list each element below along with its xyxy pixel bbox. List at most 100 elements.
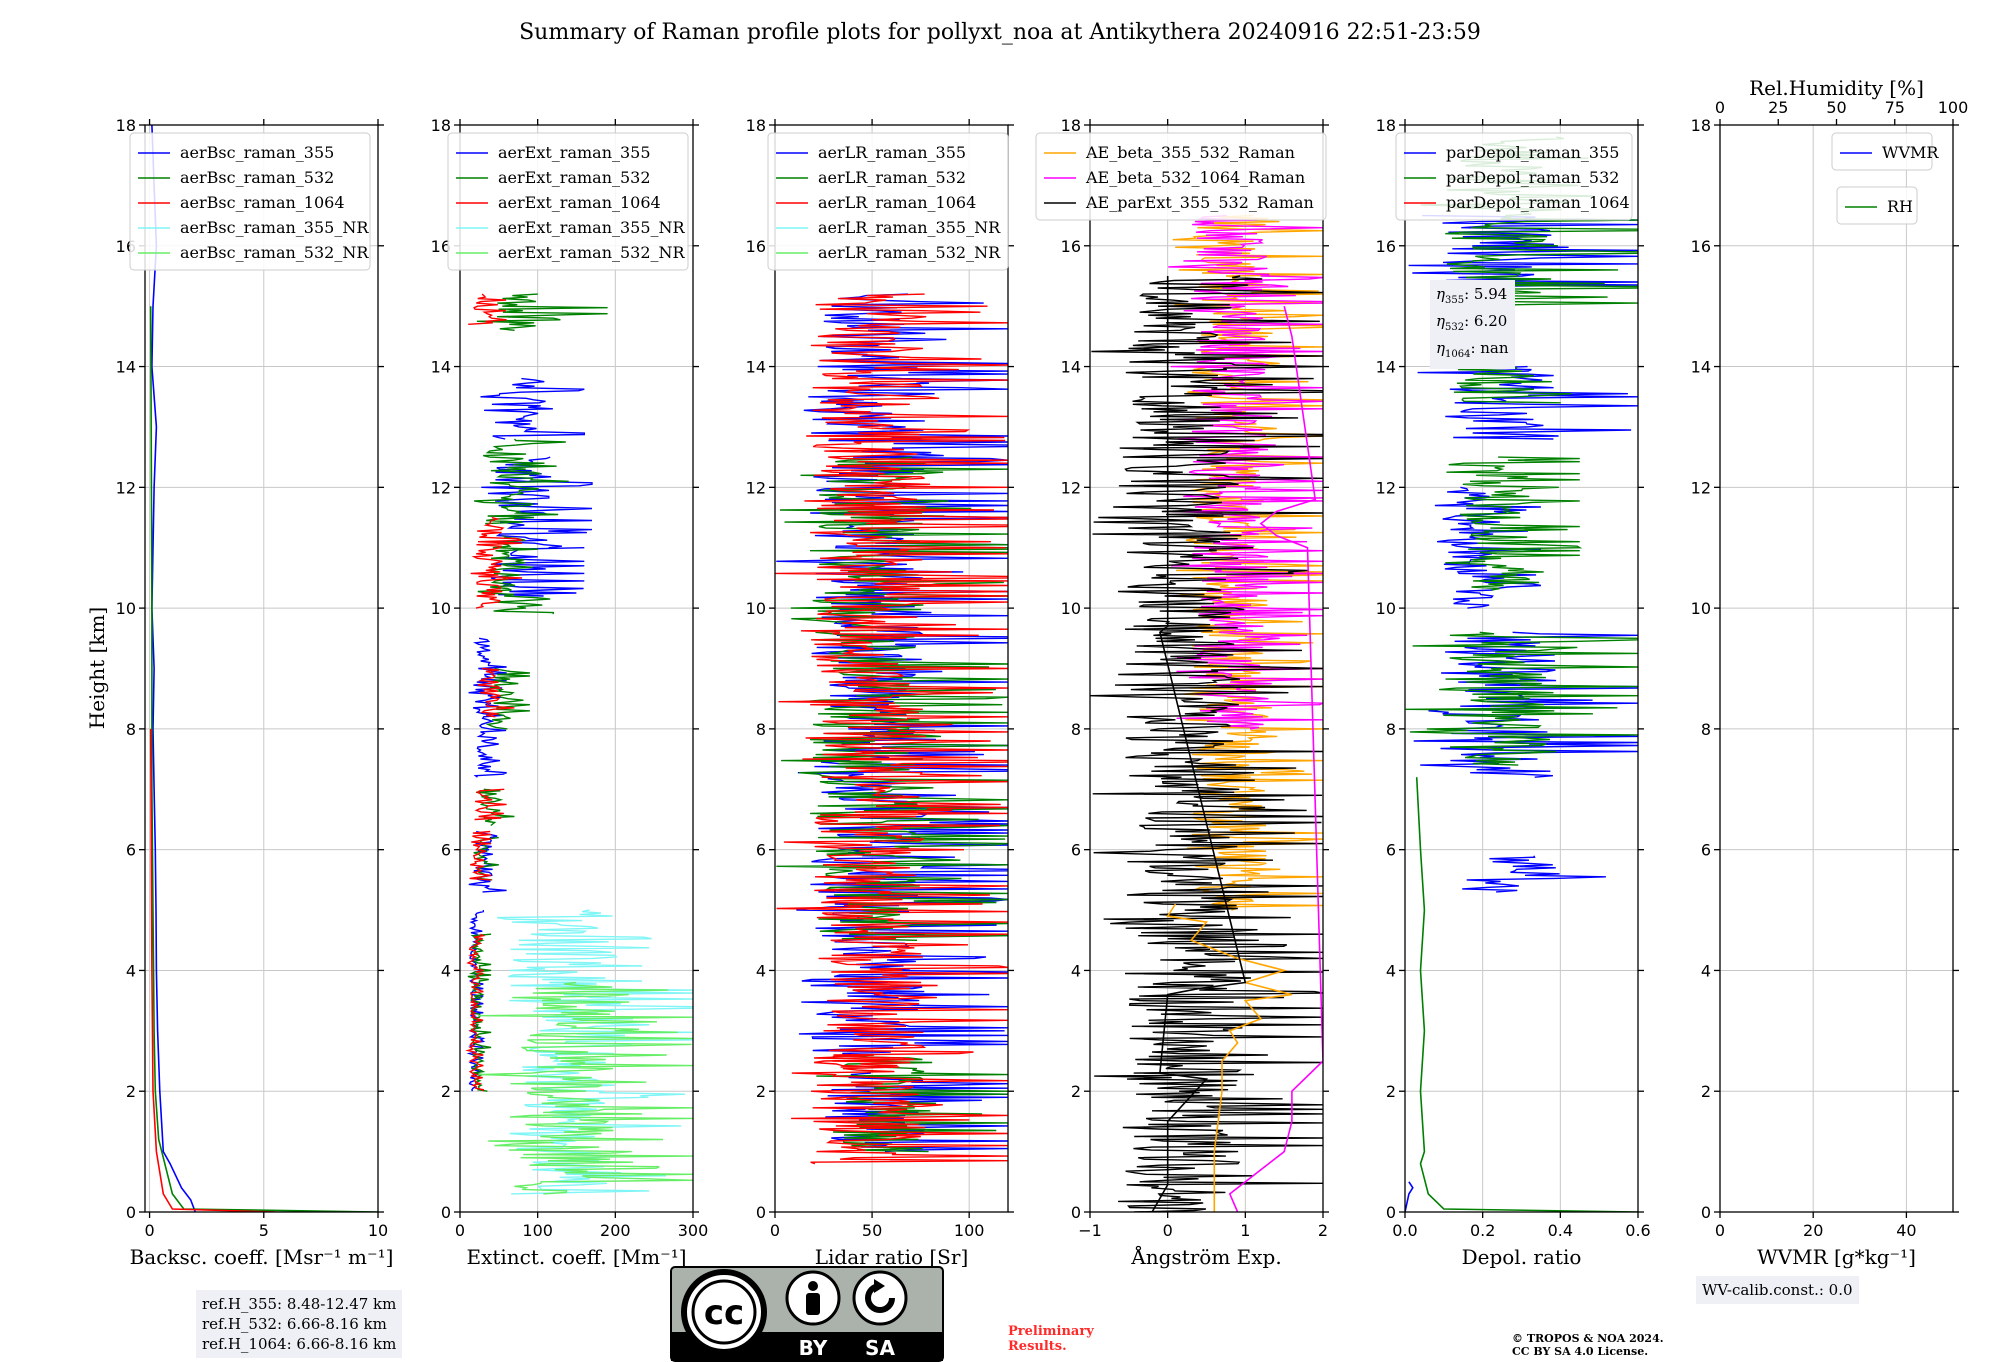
wv-calib-box: WV-calib.const.: 0.0 bbox=[1696, 1276, 1859, 1304]
ytick-label: 12 bbox=[1691, 478, 1711, 497]
yaxis-label: Height [km] bbox=[85, 607, 109, 729]
x2axis-label: Rel.Humidity [%] bbox=[1749, 76, 1924, 100]
ytick-label: 18 bbox=[1061, 116, 1081, 135]
xtick-label: 5 bbox=[259, 1221, 269, 1240]
ytick-label: 0 bbox=[756, 1203, 766, 1222]
legend-box bbox=[129, 132, 371, 271]
series-noise-1 bbox=[467, 933, 492, 1092]
preliminary-note: Preliminary Results. bbox=[1008, 1324, 1094, 1354]
legend-box bbox=[447, 132, 689, 271]
ytick-label: 8 bbox=[1071, 720, 1081, 739]
ytick-label: 18 bbox=[1691, 116, 1711, 135]
ytick-label: 4 bbox=[1386, 961, 1396, 980]
ytick-label: 0 bbox=[1701, 1203, 1711, 1222]
ytick-label: 6 bbox=[1386, 841, 1396, 860]
x2tick-label: 0 bbox=[1715, 98, 1725, 117]
by-label: BY bbox=[799, 1336, 828, 1360]
eta-1064: η1064: nan bbox=[1436, 339, 1509, 360]
ytick-label: 14 bbox=[116, 358, 136, 377]
xaxis-label: Backsc. coeff. [Msr⁻¹ m⁻¹] bbox=[130, 1245, 394, 1269]
xaxis-label: WVMR [g*kg⁻¹] bbox=[1757, 1245, 1916, 1269]
xtick-label: 0 bbox=[770, 1221, 780, 1240]
legend-entry: AE_beta_532_1064_Raman bbox=[1085, 168, 1305, 187]
series-noise-1 bbox=[476, 293, 608, 331]
xtick-label: 2 bbox=[1318, 1221, 1328, 1240]
ytick-label: 8 bbox=[441, 720, 451, 739]
xaxis-label: Ångström Exp. bbox=[1130, 1244, 1281, 1269]
axes-frame bbox=[774, 124, 1009, 1213]
x2tick-label: 100 bbox=[1938, 98, 1969, 117]
ytick-label: 10 bbox=[746, 599, 766, 618]
series-noise-1 bbox=[1453, 365, 1572, 404]
ytick-label: 14 bbox=[1061, 358, 1081, 377]
panel-lidarratio: 0 2 4 6 8 10 12 14 16 18 0 50 100 Lidar ratio [Sr] aer… bbox=[746, 116, 1014, 1269]
series-aerBsc_raman_532 bbox=[149, 306, 378, 1212]
plot-area bbox=[149, 125, 378, 1212]
ytick-label: 4 bbox=[1701, 961, 1711, 980]
cc-by-sa-badge[interactable]: cc BY SA bbox=[670, 1266, 944, 1362]
legend-entry: parDepol_raman_1064 bbox=[1446, 193, 1630, 212]
eta-box: η355: 5.94 η532: 6.20 η1064: nan bbox=[1430, 280, 1515, 369]
ytick-label: 18 bbox=[746, 116, 766, 135]
series-noise-1 bbox=[1445, 456, 1583, 591]
xtick-label: 50 bbox=[862, 1221, 882, 1240]
ytick-label: 12 bbox=[1376, 478, 1396, 497]
series-noise-0 bbox=[776, 293, 1008, 1056]
series-noise-1 bbox=[816, 1054, 1008, 1153]
xtick-label: 40 bbox=[1896, 1221, 1916, 1240]
series-aerBsc_raman_355 bbox=[151, 125, 197, 1212]
figure-title: Summary of Raman profile plots for polly… bbox=[519, 20, 1481, 45]
ytick-label: 0 bbox=[1386, 1203, 1396, 1222]
ytick-label: 12 bbox=[1061, 478, 1081, 497]
xtick-label: 200 bbox=[600, 1221, 631, 1240]
xtick-label: 100 bbox=[954, 1221, 985, 1240]
ytick-label: 10 bbox=[116, 599, 136, 618]
legend-entry: aerBsc_raman_355 bbox=[180, 143, 334, 162]
ytick-label: 14 bbox=[746, 358, 766, 377]
sa-label: SA bbox=[865, 1336, 895, 1360]
series-parDepol_raman_532 bbox=[1415, 777, 1638, 1212]
series-noise-0 bbox=[490, 547, 585, 597]
legend-entry: aerExt_raman_355 bbox=[498, 143, 651, 162]
sa-icon bbox=[852, 1270, 908, 1326]
series-noise-0 bbox=[480, 377, 585, 440]
series-noise-4 bbox=[478, 981, 693, 1195]
axes-frame bbox=[459, 124, 694, 1213]
plot-area bbox=[465, 293, 693, 1195]
ytick-label: 8 bbox=[1701, 720, 1711, 739]
ytick-label: 0 bbox=[1071, 1203, 1081, 1222]
ytick-label: 12 bbox=[746, 478, 766, 497]
eta-532: η532: 6.20 bbox=[1436, 312, 1508, 333]
axes-frame bbox=[1719, 124, 1954, 1213]
series-noise-2 bbox=[469, 830, 492, 881]
series-noise-0 bbox=[468, 637, 507, 778]
series-noise-2 bbox=[775, 293, 1008, 1068]
ytick-label: 14 bbox=[1691, 358, 1711, 377]
legend-entry: WVMR bbox=[1882, 143, 1939, 162]
ytick-label: 16 bbox=[746, 237, 766, 256]
ytick-label: 0 bbox=[441, 1203, 451, 1222]
ytick-label: 16 bbox=[1691, 237, 1711, 256]
ytick-label: 18 bbox=[1376, 116, 1396, 135]
x2tick-label: 50 bbox=[1826, 98, 1846, 117]
xtick-label: 100 bbox=[522, 1221, 553, 1240]
xaxis-label: Extinct. coeff. [Mm⁻¹] bbox=[466, 1245, 686, 1269]
ref-height-1064: ref.H_1064: 6.66-8.16 km bbox=[202, 1335, 397, 1353]
series-noise-2 bbox=[468, 293, 507, 325]
xtick-label: −1 bbox=[1078, 1221, 1102, 1240]
series-noise-0 bbox=[481, 456, 593, 549]
ytick-label: 10 bbox=[1376, 599, 1396, 618]
xtick-label: 0 bbox=[455, 1221, 465, 1240]
xtick-label: 0.2 bbox=[1470, 1221, 1495, 1240]
legend-entry: aerExt_raman_355_NR bbox=[498, 218, 686, 237]
plot-area bbox=[1090, 214, 1323, 1212]
legend-entry: aerLR_raman_355_NR bbox=[818, 218, 1001, 237]
legend-entry: aerLR_raman_1064 bbox=[818, 193, 976, 212]
xtick-label: 0 bbox=[1163, 1221, 1173, 1240]
ytick-label: 6 bbox=[756, 841, 766, 860]
ytick-label: 0 bbox=[126, 1203, 136, 1222]
legend-entry: aerBsc_raman_532 bbox=[180, 168, 334, 187]
ytick-label: 6 bbox=[1071, 841, 1081, 860]
